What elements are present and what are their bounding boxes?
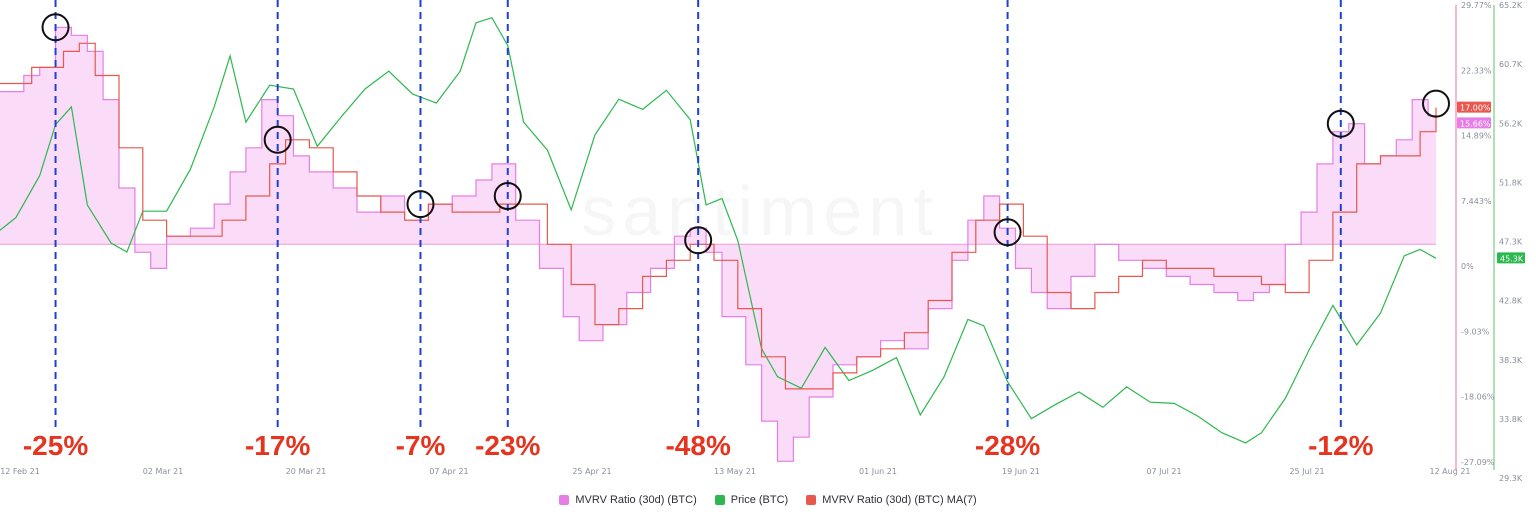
mvrv-ma-badge xyxy=(1457,101,1491,113)
legend-swatch-mvrv xyxy=(559,495,570,505)
x-tick-2: 20 Mar 21 xyxy=(286,467,327,476)
legend-item-mvrv-ma[interactable]: MVRV Ratio (30d) (BTC) MA(7) xyxy=(806,494,977,506)
highlight-ring-1 xyxy=(263,125,292,154)
axes: 29.77% 22.33% 14.89% 7.443% 0% -9.03% -18.06% -… xyxy=(0,1,1525,483)
legend-item-price[interactable]: Price (BTC) xyxy=(714,494,789,506)
legend-item-mvrv[interactable]: MVRV Ratio (30d) (BTC) xyxy=(559,494,697,506)
price-tick-5: 42.8K xyxy=(1499,297,1523,306)
price-tick-0: 65.2K xyxy=(1499,1,1523,10)
price-tick-2: 56.2K xyxy=(1499,119,1523,128)
mvrv-badge xyxy=(1457,117,1491,129)
x-tick-5: 13 May 21 xyxy=(714,467,756,476)
mvrv-line xyxy=(0,26,1437,462)
price-tick-3: 51.8K xyxy=(1499,178,1523,187)
drop-label-0: -25% xyxy=(23,430,88,461)
x-tick-6: 01 Jun 21 xyxy=(859,467,897,476)
mvrv-tick-4: 0% xyxy=(1461,262,1474,271)
mvrv-ma-badge-text: 17.00% xyxy=(1460,104,1491,113)
drop-label-3: -23% xyxy=(475,430,540,461)
price-tick-8: 29.3K xyxy=(1499,474,1523,483)
highlight-ring-7 xyxy=(1422,89,1450,118)
mvrv-tick-5: -9.03% xyxy=(1461,327,1490,336)
drop-label-1: -17% xyxy=(245,430,310,461)
annotations: -25% -17% -7% -23% -48% -28% -12% xyxy=(23,0,1450,461)
x-tick-10: 12 Aug 21 xyxy=(1429,467,1470,476)
price-badge xyxy=(1497,252,1525,264)
x-tick-7: 19 Jun 21 xyxy=(1002,467,1040,476)
mvrv-badge-text: 15.66% xyxy=(1460,119,1491,128)
highlight-ring-6 xyxy=(1326,109,1355,138)
mvrv-tick-2: 14.89% xyxy=(1461,132,1492,141)
x-tick-3: 07 Apr 21 xyxy=(429,467,468,476)
mvrv-tick-1: 22.33% xyxy=(1461,66,1492,75)
mvrv-tick-3: 7.443% xyxy=(1461,197,1492,206)
price-tick-7: 33.8K xyxy=(1499,415,1523,424)
drop-label-6: -12% xyxy=(1308,430,1373,461)
legend-swatch-mvrv-ma xyxy=(806,495,817,505)
highlight-ring-3 xyxy=(493,182,522,211)
x-tick-9: 25 Jul 21 xyxy=(1289,467,1324,476)
legend-label-price: Price (BTC) xyxy=(730,494,789,506)
drop-label-5: -28% xyxy=(975,430,1040,461)
highlight-ring-2 xyxy=(406,190,435,219)
drop-label-2: -7% xyxy=(396,430,446,461)
highlight-ring-4 xyxy=(684,226,713,255)
x-tick-1: 02 Mar 21 xyxy=(143,467,184,476)
highlight-ring-5 xyxy=(993,218,1022,247)
legend: MVRV Ratio (30d) (BTC) Price (BTC) MVRV … xyxy=(0,488,1536,512)
x-tick-0: 12 Feb 21 xyxy=(0,467,40,476)
price-tick-6: 38.3K xyxy=(1499,356,1523,365)
mvrv-tick-7: -27.09% xyxy=(1461,458,1495,467)
highlight-ring-0 xyxy=(41,13,70,42)
price-tick-1: 60.7K xyxy=(1499,60,1523,69)
drop-label-4: -48% xyxy=(665,430,730,461)
legend-label-mvrv-ma: MVRV Ratio (30d) (BTC) MA(7) xyxy=(822,494,977,506)
price-badge-text: 45.3K xyxy=(1500,254,1524,263)
price-tick-4: 47.3K xyxy=(1499,238,1523,247)
mvrv-tick-0: 29.77% xyxy=(1461,1,1492,10)
legend-swatch-price xyxy=(714,495,725,505)
legend-label-mvrv: MVRV Ratio (30d) (BTC) xyxy=(575,494,697,506)
x-tick-8: 07 Jul 21 xyxy=(1146,467,1181,476)
x-tick-4: 25 Apr 21 xyxy=(572,467,611,476)
mvrv-tick-6: -18.06% xyxy=(1461,393,1495,402)
watermark: santiment xyxy=(581,172,938,250)
mvrv-ma-line xyxy=(0,42,1437,390)
